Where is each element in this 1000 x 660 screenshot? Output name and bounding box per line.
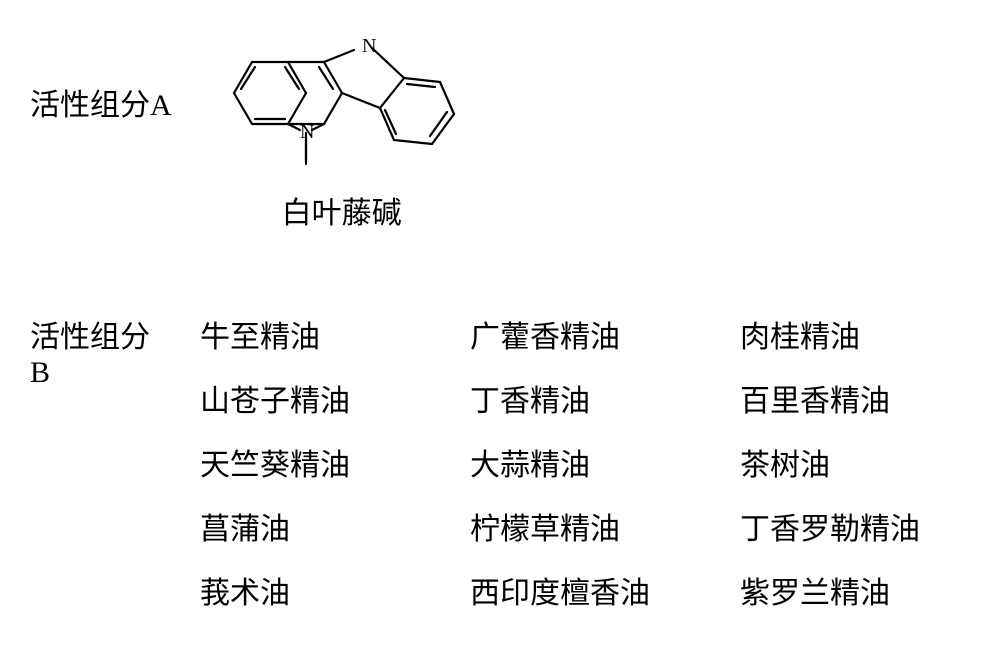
nitrogen-label-top: N xyxy=(362,35,376,57)
component-b-section: 活性组分B 牛至精油 广藿香精油 肉桂精油 山苍子精油 丁香精油 百里香精油 天… xyxy=(30,312,970,612)
oil-cell: 茶树油 xyxy=(740,440,970,484)
nitrogen-label-bottom: N xyxy=(300,121,314,143)
oil-cell: 牛至精油 xyxy=(200,312,430,356)
oil-cell: 山苍子精油 xyxy=(200,376,430,420)
molecule-block: N N 白叶藤碱 xyxy=(222,30,462,232)
oil-cell: 丁香精油 xyxy=(470,376,700,420)
oil-cell: 天竺葵精油 xyxy=(200,440,430,484)
oil-cell: 丁香罗勒精油 xyxy=(740,504,970,548)
component-b-label: 活性组分B xyxy=(30,312,150,390)
oil-cell: 西印度檀香油 xyxy=(470,568,700,612)
oil-cell: 莪术油 xyxy=(200,568,430,612)
essential-oils-table: 牛至精油 广藿香精油 肉桂精油 山苍子精油 丁香精油 百里香精油 天竺葵精油 大… xyxy=(200,312,970,612)
oil-cell: 柠檬草精油 xyxy=(470,504,700,548)
cryptolepine-structure: N N xyxy=(222,30,462,180)
oil-cell: 肉桂精油 xyxy=(740,312,970,356)
component-a-section: 活性组分A xyxy=(30,30,970,232)
oil-cell: 紫罗兰精油 xyxy=(740,568,970,612)
oil-cell: 百里香精油 xyxy=(740,376,970,420)
molecule-name: 白叶藤碱 xyxy=(282,188,402,232)
component-a-label: 活性组分A xyxy=(30,30,172,124)
oil-cell: 菖蒲油 xyxy=(200,504,430,548)
oil-cell: 大蒜精油 xyxy=(470,440,700,484)
oil-cell: 广藿香精油 xyxy=(470,312,700,356)
